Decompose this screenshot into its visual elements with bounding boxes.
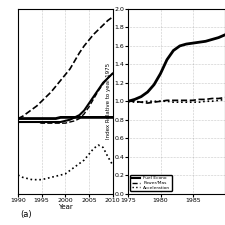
Y-axis label: Index Relative to year 1975: Index Relative to year 1975 <box>106 63 111 139</box>
X-axis label: Year: Year <box>58 204 73 210</box>
Text: (a): (a) <box>20 210 32 219</box>
Legend: Fuel Econo, Power/Mas, Acceleration: Fuel Econo, Power/Mas, Acceleration <box>130 175 172 191</box>
